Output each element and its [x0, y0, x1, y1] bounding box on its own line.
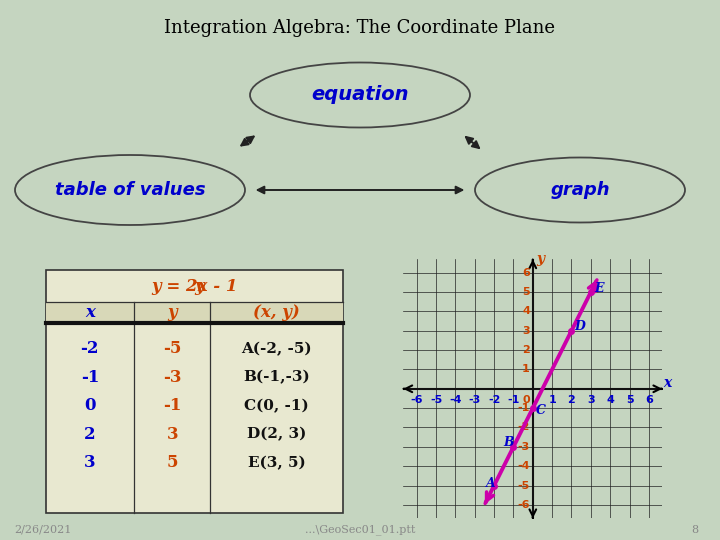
- Text: y: y: [536, 252, 545, 266]
- Text: 3: 3: [522, 326, 530, 336]
- Text: C: C: [536, 404, 546, 417]
- Text: ...\GeoSec01_01.ptt: ...\GeoSec01_01.ptt: [305, 524, 415, 535]
- Text: B: B: [504, 436, 514, 449]
- Text: -4: -4: [518, 461, 530, 471]
- Text: Integration Algebra: The Coordinate Plane: Integration Algebra: The Coordinate Plan…: [164, 19, 556, 37]
- Text: 0: 0: [522, 395, 530, 404]
- Text: x: x: [663, 376, 672, 390]
- Text: 2: 2: [84, 426, 96, 443]
- Text: equation: equation: [311, 85, 409, 105]
- FancyBboxPatch shape: [45, 302, 343, 323]
- Text: y = 2x - 1: y = 2x - 1: [151, 278, 238, 295]
- Text: 2: 2: [567, 395, 575, 404]
- Text: graph: graph: [550, 181, 610, 199]
- Text: E: E: [595, 282, 604, 295]
- Text: 0: 0: [84, 397, 96, 414]
- Text: -1: -1: [163, 397, 181, 414]
- Text: -1: -1: [81, 369, 99, 386]
- Text: E(3, 5): E(3, 5): [248, 456, 306, 470]
- Text: -2: -2: [488, 395, 500, 404]
- Text: 8: 8: [691, 524, 698, 535]
- Text: 1: 1: [522, 364, 530, 374]
- Text: A(-2, -5): A(-2, -5): [241, 341, 312, 356]
- Text: A: A: [487, 477, 496, 490]
- Text: 1: 1: [548, 395, 556, 404]
- Text: -6: -6: [410, 395, 423, 404]
- Text: table of values: table of values: [55, 181, 205, 199]
- Text: -3: -3: [469, 395, 481, 404]
- Text: 2: 2: [522, 345, 530, 355]
- Text: 3: 3: [166, 426, 178, 443]
- Text: y: y: [194, 278, 204, 295]
- Text: -2: -2: [518, 422, 530, 433]
- Text: 3: 3: [84, 454, 96, 471]
- Text: D(2, 3): D(2, 3): [247, 427, 307, 441]
- Text: 5: 5: [522, 287, 530, 297]
- Text: 3: 3: [587, 395, 595, 404]
- Text: y: y: [168, 304, 177, 321]
- FancyBboxPatch shape: [45, 269, 343, 513]
- Text: 6: 6: [645, 395, 653, 404]
- Text: 4: 4: [606, 395, 614, 404]
- Text: -3: -3: [163, 369, 181, 386]
- Text: 6: 6: [522, 268, 530, 278]
- Text: -6: -6: [518, 500, 530, 510]
- Text: -1: -1: [508, 395, 520, 404]
- Text: C(0, -1): C(0, -1): [244, 399, 309, 413]
- Text: B(-1,-3): B(-1,-3): [243, 370, 310, 384]
- Text: (x, y): (x, y): [253, 304, 300, 321]
- Text: -1: -1: [518, 403, 530, 413]
- Text: -5: -5: [518, 481, 530, 490]
- Text: 4: 4: [522, 306, 530, 316]
- Text: x: x: [85, 304, 95, 321]
- Text: 2/26/2021: 2/26/2021: [14, 524, 72, 535]
- Text: -3: -3: [518, 442, 530, 452]
- Text: -2: -2: [81, 340, 99, 357]
- Text: -5: -5: [430, 395, 442, 404]
- Text: 5: 5: [166, 454, 178, 471]
- Text: 5: 5: [626, 395, 634, 404]
- Text: D: D: [575, 320, 585, 333]
- Text: -4: -4: [449, 395, 462, 404]
- Text: -5: -5: [163, 340, 181, 357]
